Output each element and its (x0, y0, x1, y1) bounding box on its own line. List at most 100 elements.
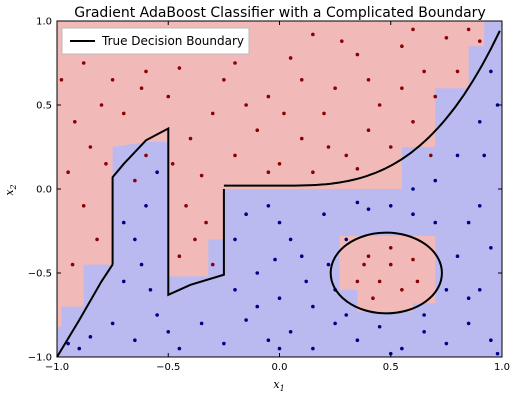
point-blue (311, 304, 315, 309)
point-blue (400, 346, 404, 351)
point-red (322, 111, 326, 116)
point-blue (177, 346, 182, 351)
point-red (366, 254, 371, 258)
point-red (99, 103, 104, 107)
point-blue (444, 288, 449, 292)
point-red (311, 170, 315, 174)
y-tick-label: 1.0 (36, 17, 52, 28)
point-red (144, 69, 148, 74)
y-tick-label: −1.0 (28, 353, 52, 364)
region-red (57, 21, 485, 327)
point-blue (482, 153, 487, 158)
point-blue (233, 237, 237, 242)
point-red (66, 170, 70, 174)
point-red (210, 262, 215, 267)
point-blue (355, 200, 360, 205)
point-red (326, 145, 331, 149)
point-red (411, 120, 415, 124)
point-red (255, 128, 260, 132)
point-red (81, 61, 86, 65)
point-blue (455, 153, 460, 158)
point-blue (477, 204, 482, 208)
point-red (144, 153, 148, 158)
point-blue (244, 318, 248, 322)
y-axis: −1.0 −0.5 0.0 0.5 1.0 (28, 17, 502, 364)
point-blue (433, 178, 438, 183)
point-red (415, 279, 420, 284)
point-blue (495, 351, 500, 356)
point-blue (277, 220, 282, 225)
region-red-circle (339, 236, 436, 312)
x-tick-label: 1.0 (494, 362, 510, 373)
point-blue (455, 254, 460, 258)
point-blue (155, 313, 159, 317)
point-red (366, 128, 371, 132)
point-blue (222, 341, 226, 346)
x-tick-label: 0.5 (383, 362, 399, 373)
point-red (110, 78, 115, 82)
point-blue (110, 321, 115, 326)
point-blue (411, 212, 415, 216)
point-blue (422, 330, 426, 334)
point-red (477, 39, 482, 43)
y-axis-label-sub: 2 (9, 184, 18, 190)
point-blue (266, 204, 271, 208)
point-blue (233, 288, 237, 292)
x-axis: −1.0 −0.5 0.0 0.5 1.0 (45, 21, 510, 373)
point-blue (344, 313, 349, 317)
point-red (282, 111, 286, 116)
point-blue (121, 220, 126, 225)
point-red (455, 69, 460, 74)
point-blue (88, 335, 93, 339)
point-red (70, 262, 75, 267)
point-red (355, 52, 360, 57)
point-blue (466, 296, 471, 301)
point-blue (255, 304, 260, 309)
y-tick-label: −0.5 (28, 269, 52, 280)
point-blue (311, 346, 315, 351)
point-blue (133, 237, 137, 242)
point-red (193, 237, 197, 242)
point-red (188, 136, 193, 141)
point-red (166, 94, 171, 99)
point-blue (388, 204, 393, 208)
point-blue (273, 257, 277, 262)
point-red (177, 66, 182, 70)
point-blue (148, 288, 153, 292)
y-tick-label: 0.5 (36, 101, 52, 112)
boundary-step (111, 126, 225, 297)
point-blue (199, 321, 204, 326)
point-blue (422, 313, 426, 317)
point-red (422, 69, 426, 74)
point-red (371, 296, 375, 301)
point-red (355, 279, 360, 284)
point-red (59, 78, 64, 82)
point-blue (121, 279, 126, 284)
point-blue (495, 103, 500, 107)
point-red (210, 111, 215, 116)
point-blue (322, 212, 326, 216)
point-blue (466, 220, 471, 225)
point-red (433, 94, 438, 99)
boundary-upper (223, 30, 501, 187)
point-red (466, 27, 471, 32)
point-red (344, 153, 349, 158)
point-blue (489, 338, 493, 343)
boundary-circle (329, 231, 443, 315)
point-red (95, 237, 99, 242)
point-red (388, 246, 393, 250)
point-red (139, 86, 144, 90)
point-blue (288, 330, 293, 334)
point-blue (277, 346, 282, 351)
legend-label: True Decision Boundary (101, 34, 244, 48)
boundary-left-arc (56, 264, 114, 358)
point-red (233, 153, 237, 158)
point-red (73, 120, 77, 124)
point-blue (411, 187, 415, 191)
point-blue (155, 170, 159, 174)
x-tick-label: 0.0 (272, 362, 288, 373)
point-red (104, 162, 108, 166)
point-red (184, 204, 188, 208)
point-red (81, 204, 86, 208)
point-red (411, 257, 415, 262)
